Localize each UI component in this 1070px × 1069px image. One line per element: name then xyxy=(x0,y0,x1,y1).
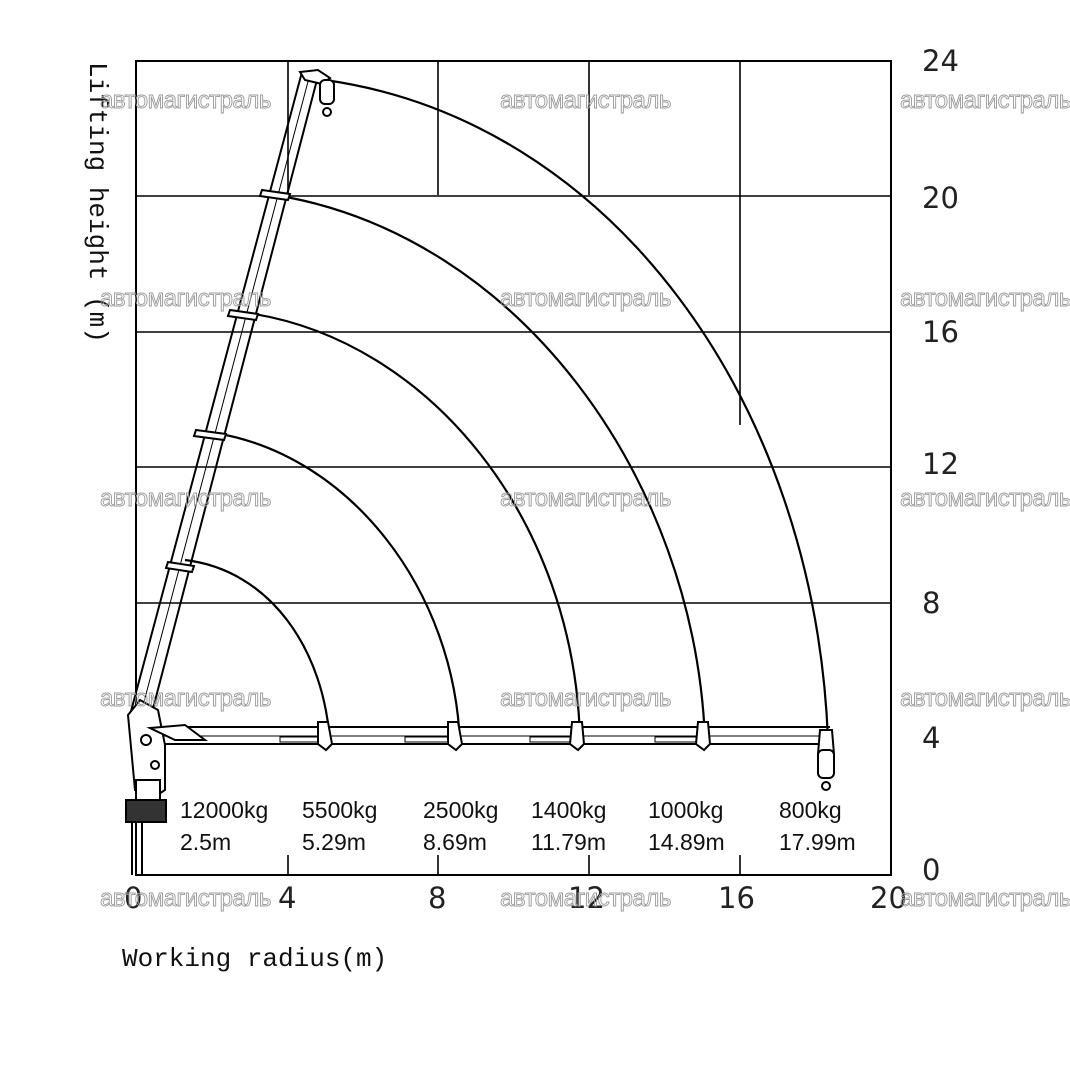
load-radius-2: 5.29m xyxy=(302,829,366,855)
y-tick-0: 0 xyxy=(922,853,940,887)
hook-joint-4 xyxy=(694,721,712,752)
watermark: автомагистраль xyxy=(900,885,1070,912)
y-tick-16: 16 xyxy=(922,315,959,349)
watermark: автомагистраль xyxy=(900,485,1070,512)
watermark: автомагистраль xyxy=(100,885,271,912)
watermark: автомагистраль xyxy=(100,685,271,712)
reach-arc-5 xyxy=(324,78,830,741)
load-weight-3: 2500kg xyxy=(423,797,498,823)
watermark: автомагистраль xyxy=(900,685,1070,712)
x-tick-20: 20 xyxy=(870,881,907,915)
watermark: автомагистраль xyxy=(500,87,671,114)
y-tick-labels: 24 20 16 12 8 4 0 xyxy=(922,44,959,887)
chart-frame xyxy=(135,60,892,876)
reach-arc-3 xyxy=(247,311,582,741)
y-axis-title: Lifting height (m) xyxy=(82,62,112,343)
load-weight-2: 5500kg xyxy=(302,797,377,823)
watermark: автомагистраль xyxy=(500,885,671,912)
load-radius-4: 11.79m xyxy=(531,829,606,855)
inclined-boom xyxy=(129,68,332,721)
crane-base xyxy=(125,698,208,875)
y-tick-8: 8 xyxy=(922,586,940,620)
x-axis-title: Working radius(m) xyxy=(122,944,387,974)
y-tick-24: 24 xyxy=(922,44,959,78)
watermarks: автомагистраль автомагистраль автомагист… xyxy=(100,87,1070,913)
load-labels: 12000kg 2.5m 5500kg 5.29m 2500kg 8.69m 1… xyxy=(180,797,856,855)
inclined-boom-joints xyxy=(164,188,292,574)
load-weight-5: 1000kg xyxy=(648,797,723,823)
x-tick-8: 8 xyxy=(428,881,446,915)
watermark: автомагистраль xyxy=(900,285,1070,312)
grid-lines xyxy=(136,61,891,875)
load-radius-1: 2.5m xyxy=(180,829,231,855)
watermark: автомагистраль xyxy=(500,685,671,712)
watermark: автомагистраль xyxy=(100,485,271,512)
reach-arcs xyxy=(184,78,830,746)
load-weight-4: 1400kg xyxy=(531,797,606,823)
load-radius-3: 8.69m xyxy=(423,829,487,855)
x-tick-4: 4 xyxy=(278,881,296,915)
y-tick-20: 20 xyxy=(922,181,959,215)
x-tick-16: 16 xyxy=(718,881,755,915)
load-weight-6: 800kg xyxy=(779,797,842,823)
hook-block-top xyxy=(319,79,335,117)
horizontal-boom xyxy=(150,726,830,745)
load-radius-5: 14.89m xyxy=(648,829,725,855)
x-tick-labels: 0 4 8 12 16 20 xyxy=(124,881,907,915)
watermark: автомагистраль xyxy=(100,285,271,312)
reach-arc-1 xyxy=(184,558,332,746)
hook-joint-1 xyxy=(317,721,334,752)
reach-arc-2 xyxy=(214,431,462,746)
watermark: автомагистраль xyxy=(100,87,271,114)
hook-block-horizontal xyxy=(817,749,835,791)
watermark: автомагистраль xyxy=(500,485,671,512)
x-tick-0: 0 xyxy=(124,881,142,915)
load-weight-1: 12000kg xyxy=(180,797,268,823)
y-tick-12: 12 xyxy=(922,447,959,481)
hook-joint-2 xyxy=(447,721,464,752)
y-tick-4: 4 xyxy=(922,721,940,755)
load-radius-6: 17.99m xyxy=(779,829,856,855)
watermark: автомагистраль xyxy=(900,87,1070,114)
x-tick-12: 12 xyxy=(568,881,605,915)
hook-joint-3 xyxy=(568,721,586,752)
watermark: автомагистраль xyxy=(500,285,671,312)
reach-arc-4 xyxy=(274,193,707,741)
